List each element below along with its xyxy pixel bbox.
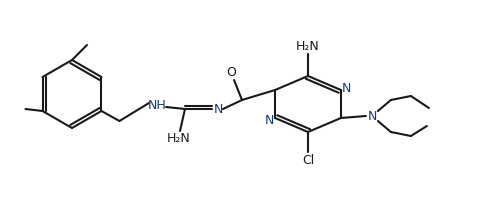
Text: N: N: [213, 103, 222, 115]
Text: O: O: [226, 65, 235, 79]
Text: H₂N: H₂N: [167, 133, 191, 145]
Text: Cl: Cl: [301, 153, 314, 166]
Text: N: N: [342, 81, 351, 95]
Text: N: N: [367, 109, 377, 123]
Text: N: N: [264, 113, 273, 127]
Text: H₂N: H₂N: [296, 40, 319, 52]
Text: NH: NH: [147, 99, 166, 111]
